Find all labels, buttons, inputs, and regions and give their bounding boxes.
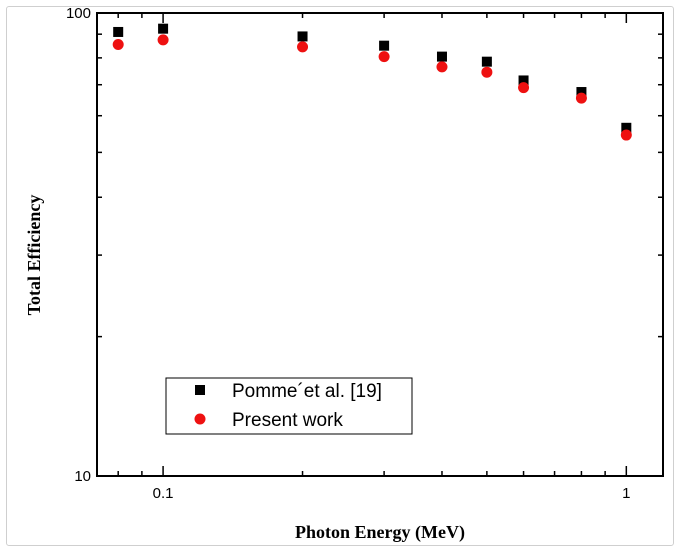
data-point-present (297, 41, 309, 53)
data-point-present (481, 66, 493, 78)
chart-frame (6, 6, 674, 546)
axis-ticks (97, 12, 663, 477)
legend-marker-present (194, 413, 206, 425)
legend-label-present: Present work (232, 410, 343, 431)
data-point-pomme (621, 122, 632, 133)
data-point-present (518, 82, 530, 94)
data-point-pomme (576, 87, 587, 98)
x-tick-label: 0.1 (153, 485, 174, 502)
x-tick-label: 1 (622, 485, 630, 502)
y-tick-label: 10 (74, 468, 91, 485)
x-axis-title: Photon Energy (MeV) (295, 522, 465, 543)
data-point-present (157, 34, 169, 46)
legend: Pomme´et al. [19] Present work (165, 377, 413, 435)
axis-tick-labels: 0.1 1 10 100 (66, 5, 631, 502)
data-point-present (112, 38, 124, 50)
data-point-present (378, 51, 390, 63)
data-point-pomme (379, 40, 390, 51)
data-point-present (575, 92, 587, 104)
data-points (112, 23, 632, 141)
data-point-present (620, 129, 632, 141)
data-point-present (436, 61, 448, 73)
legend-label-pomme: Pomme´et al. [19] (232, 381, 382, 402)
plot-area (96, 12, 664, 477)
y-axis-title: Total Efficiency (24, 195, 44, 316)
y-tick-label: 100 (66, 5, 91, 22)
data-point-pomme (436, 51, 447, 62)
data-point-pomme (518, 75, 529, 86)
data-point-pomme (297, 31, 308, 42)
data-point-pomme (113, 26, 124, 37)
legend-marker-pomme (195, 385, 205, 395)
data-point-pomme (158, 23, 169, 34)
legend-box (165, 377, 413, 435)
data-point-pomme (481, 56, 492, 67)
